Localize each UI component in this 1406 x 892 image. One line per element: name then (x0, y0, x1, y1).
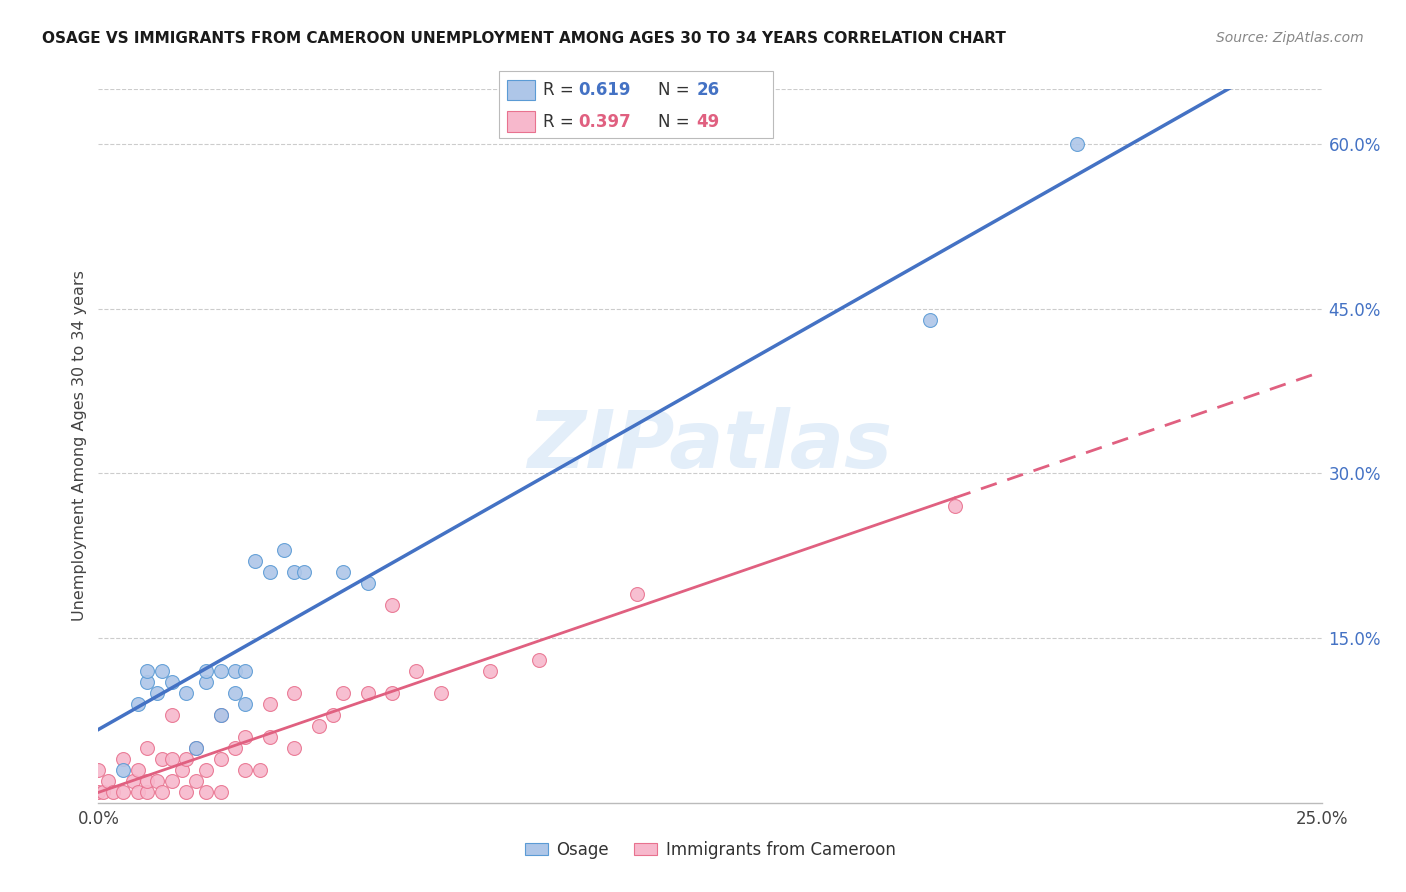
Point (243, 554, 266, 568)
Legend: Osage, Immigrants from Cameroon: Osage, Immigrants from Cameroon (517, 835, 903, 866)
Point (273, 543, 295, 558)
Point (224, 664, 246, 678)
Point (249, 763, 271, 777)
Point (478, 664, 501, 678)
Point (195, 664, 218, 678)
Point (381, 686, 404, 700)
Point (160, 708, 183, 723)
Point (150, 785, 173, 799)
Point (283, 686, 305, 700)
Point (195, 763, 218, 777)
Point (195, 785, 218, 799)
Point (259, 566, 281, 580)
Point (176, 752, 198, 766)
Point (356, 576, 378, 591)
Point (356, 686, 378, 700)
Point (101, 785, 124, 799)
Point (146, 773, 169, 788)
Text: R =: R = (543, 81, 579, 99)
Point (308, 719, 330, 733)
Text: 0.619: 0.619 (579, 81, 631, 99)
Point (186, 773, 208, 788)
Point (170, 763, 193, 777)
Text: N =: N = (658, 81, 695, 99)
Point (1066, 137, 1088, 152)
Point (381, 598, 404, 612)
Text: 26: 26 (696, 81, 720, 99)
Y-axis label: Unemployment Among Ages 30 to 34 years: Unemployment Among Ages 30 to 34 years (72, 270, 87, 622)
Point (136, 664, 159, 678)
Point (233, 730, 256, 744)
Point (209, 708, 232, 723)
Text: N =: N = (658, 112, 695, 130)
Point (91, 785, 114, 799)
Point (186, 740, 208, 755)
Point (233, 763, 256, 777)
Point (292, 566, 315, 580)
Point (233, 664, 256, 678)
Point (233, 697, 256, 711)
Point (176, 785, 198, 799)
Point (259, 730, 281, 744)
Point (111, 763, 134, 777)
Point (283, 740, 305, 755)
Point (87, 785, 110, 799)
Point (150, 664, 173, 678)
Point (209, 785, 232, 799)
Point (150, 752, 173, 766)
Point (259, 697, 281, 711)
Point (121, 773, 143, 788)
Text: OSAGE VS IMMIGRANTS FROM CAMEROON UNEMPLOYMENT AMONG AGES 30 TO 34 YEARS CORRELA: OSAGE VS IMMIGRANTS FROM CAMEROON UNEMPL… (42, 31, 1007, 46)
Point (209, 708, 232, 723)
Text: 49: 49 (696, 112, 720, 130)
Point (111, 752, 134, 766)
Point (527, 653, 550, 667)
Point (430, 686, 453, 700)
Point (160, 675, 183, 690)
Text: R =: R = (543, 112, 579, 130)
Point (136, 740, 159, 755)
Point (332, 566, 354, 580)
Text: Source: ZipAtlas.com: Source: ZipAtlas.com (1216, 31, 1364, 45)
Point (111, 785, 134, 799)
Point (195, 675, 218, 690)
Point (160, 773, 183, 788)
Point (920, 312, 942, 326)
Point (209, 664, 232, 678)
Bar (508, 80, 534, 100)
Point (332, 686, 354, 700)
Point (176, 686, 198, 700)
Point (136, 785, 159, 799)
Point (127, 785, 149, 799)
Point (209, 752, 232, 766)
Point (405, 664, 427, 678)
Point (146, 686, 169, 700)
Point (160, 752, 183, 766)
Point (127, 763, 149, 777)
Point (97, 773, 120, 788)
Point (943, 500, 966, 514)
Point (136, 773, 159, 788)
Point (186, 740, 208, 755)
Point (626, 587, 648, 601)
Point (283, 566, 305, 580)
Point (87, 763, 110, 777)
Text: 0.397: 0.397 (579, 112, 631, 130)
Point (224, 740, 246, 755)
FancyBboxPatch shape (499, 71, 773, 138)
Text: ZIPatlas: ZIPatlas (527, 407, 893, 485)
Point (322, 708, 344, 723)
Point (127, 697, 149, 711)
Point (136, 675, 159, 690)
Point (224, 686, 246, 700)
Bar (508, 112, 534, 131)
